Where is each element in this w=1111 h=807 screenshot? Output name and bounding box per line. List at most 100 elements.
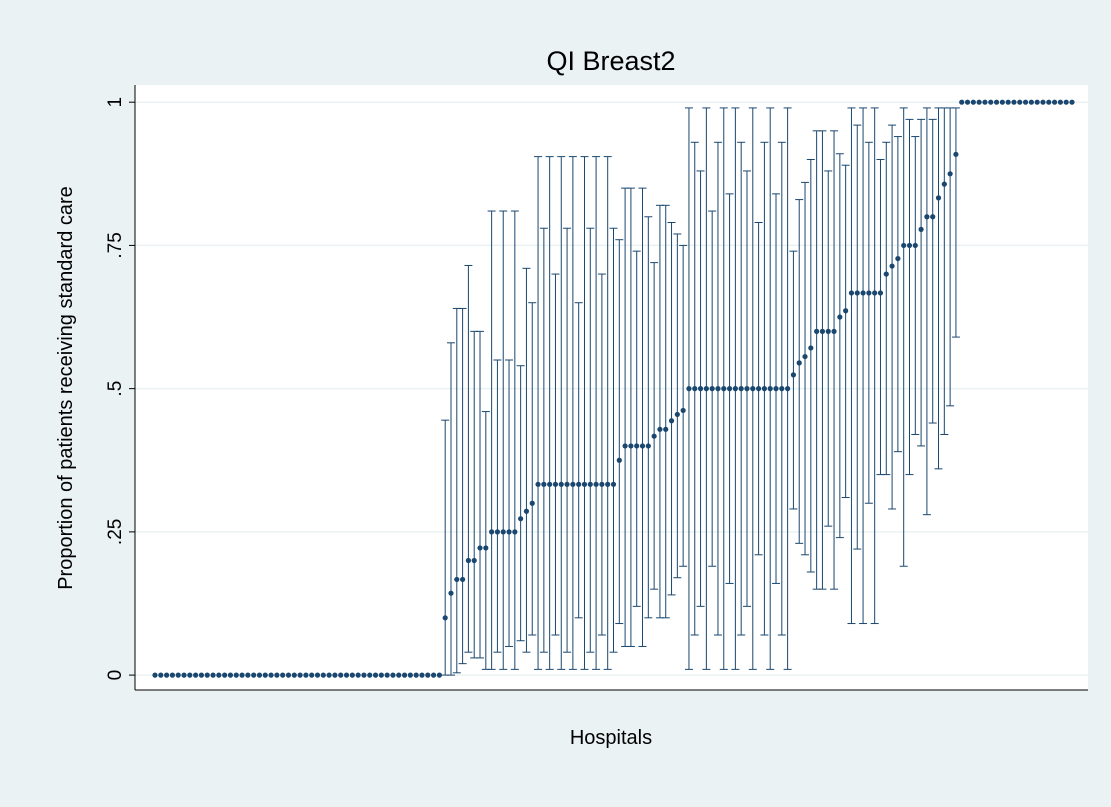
point [367,672,373,678]
grid: 0 .25 .5 .75 1 [105,97,1088,680]
point [761,386,767,392]
point [877,290,884,296]
point [581,481,588,487]
point [564,481,570,487]
point [251,672,257,678]
point [587,481,593,487]
point [819,328,826,334]
point [924,214,930,220]
point [732,386,738,392]
point [460,576,466,583]
point [413,672,419,678]
point [291,672,297,678]
point [883,271,889,277]
point [686,386,692,392]
point [860,290,866,296]
point [935,195,942,201]
point [918,226,924,232]
point [1057,99,1063,105]
point [988,99,994,105]
point [425,672,431,678]
point [436,672,442,678]
point [216,672,222,678]
point [152,672,158,678]
point [210,672,216,678]
point [895,255,901,262]
point [169,672,176,678]
point [976,99,982,105]
y-tick-label: .75 [105,232,126,258]
point [889,263,895,269]
point [715,386,721,392]
point [256,672,263,678]
point [372,672,379,678]
point [709,386,715,392]
point [187,672,193,678]
point [494,529,501,535]
point [796,360,802,366]
point [773,386,779,392]
point [837,314,843,320]
point [697,386,704,392]
point [355,672,361,678]
point [825,328,831,334]
point [657,426,663,432]
point [634,443,640,449]
point [442,615,448,621]
point [808,345,814,351]
point [1040,99,1046,105]
point [831,328,837,334]
point [303,672,309,678]
point [1063,99,1069,105]
point [872,290,878,296]
point [378,672,384,678]
point [338,672,344,678]
point [465,557,472,564]
point [814,328,820,334]
point [663,426,669,432]
point [245,672,251,678]
point [651,433,657,439]
point [181,672,187,678]
point [1028,99,1034,105]
point [947,171,953,177]
point [320,672,326,678]
point [262,672,268,678]
point [599,481,605,487]
point [959,99,965,105]
point [454,576,460,583]
point [558,481,564,487]
point [332,672,338,678]
point [674,411,680,418]
point [639,443,646,449]
point [767,386,773,392]
point [982,99,988,105]
point [703,386,709,392]
point [785,386,791,392]
point [523,508,530,514]
point [280,672,286,678]
point [610,481,617,487]
point [912,242,918,249]
point [198,672,205,678]
point [779,386,785,392]
point [906,242,913,249]
point [529,500,535,506]
point [361,672,367,678]
point [941,181,947,187]
x-axis-label: Hospitals [570,727,652,749]
point [1069,99,1075,105]
point [477,545,483,551]
point [570,481,576,487]
point [628,443,634,449]
chart-title: QI Breast2 [546,46,675,76]
point [1051,99,1058,105]
point [535,481,541,487]
point [396,672,402,678]
point [164,672,170,678]
point [668,418,675,424]
point [692,386,698,392]
point [222,672,228,678]
point [430,672,437,678]
point [1046,99,1052,105]
